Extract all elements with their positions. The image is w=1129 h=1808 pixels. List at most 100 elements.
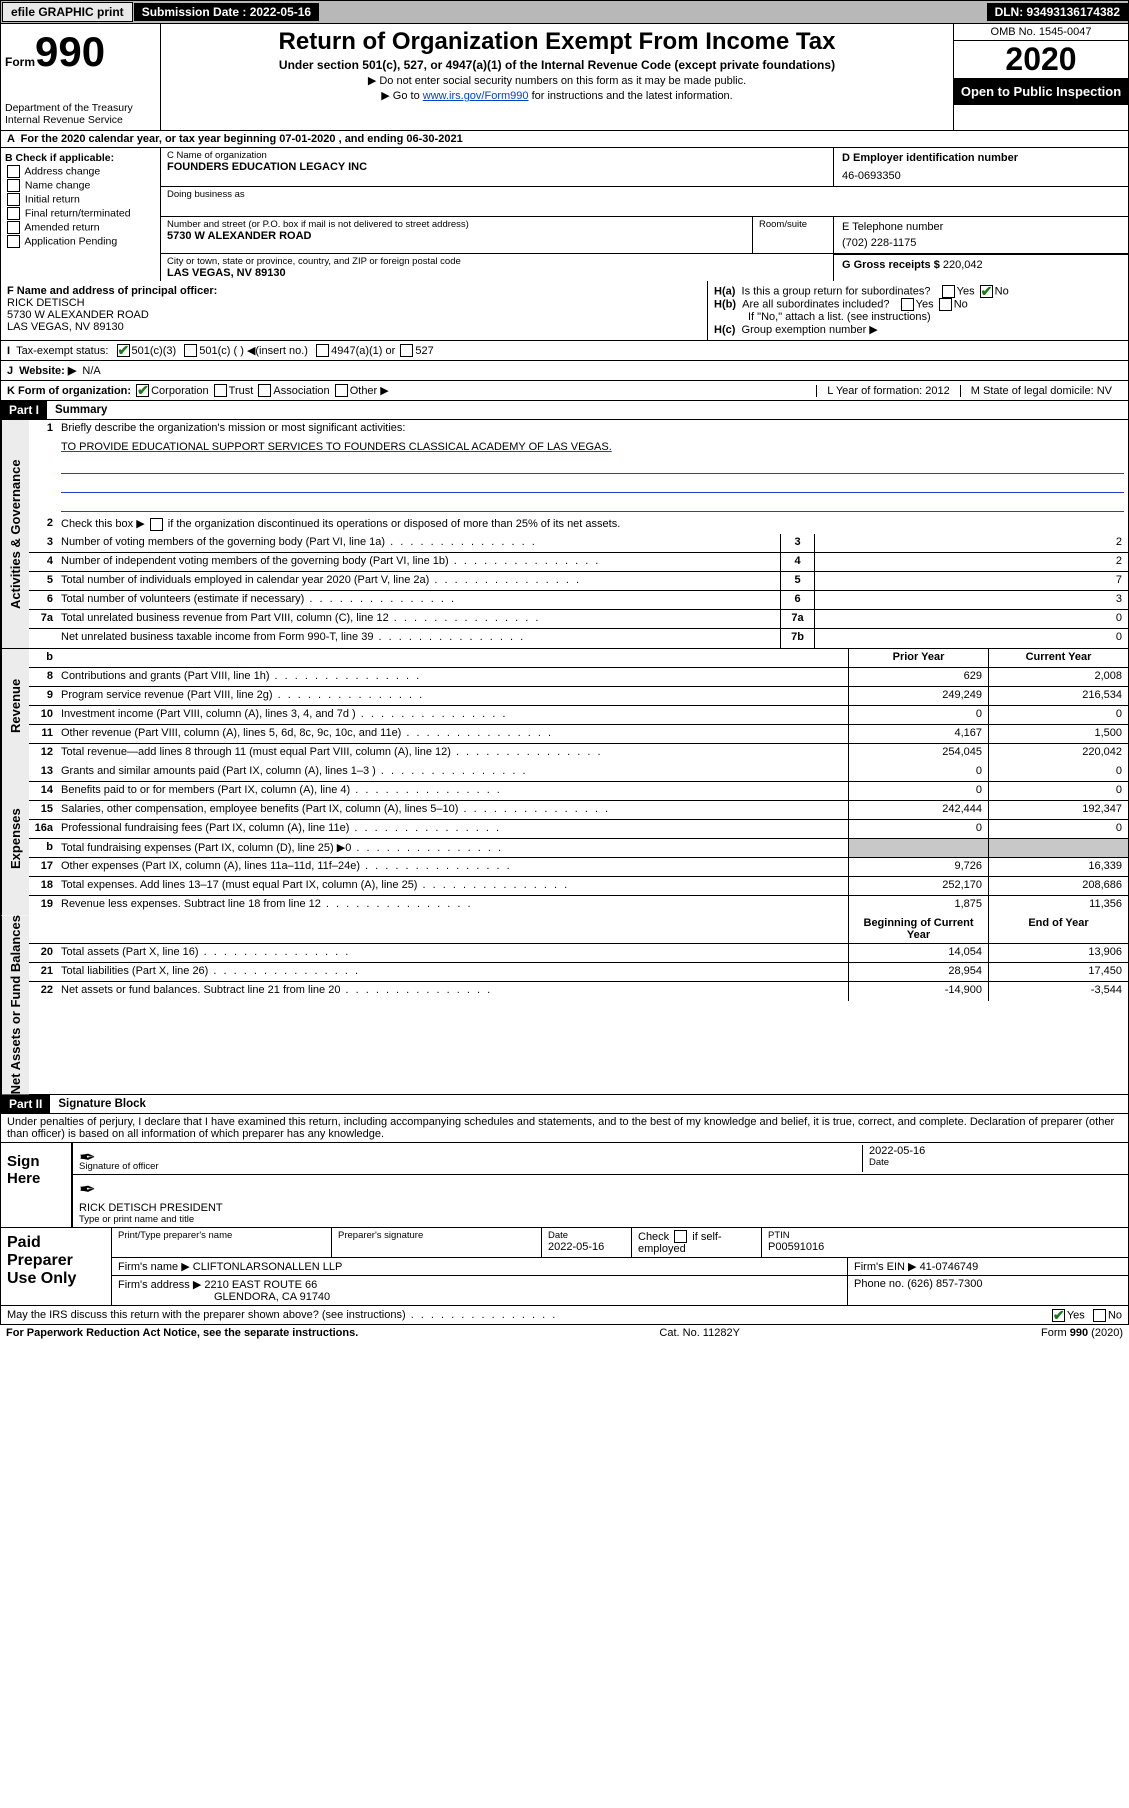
ein-value: 46-0693350 bbox=[842, 170, 1120, 182]
prep-date-label: Date bbox=[548, 1230, 625, 1241]
officer-name: RICK DETISCH bbox=[7, 297, 701, 309]
firm-addr-val2: GLENDORA, CA 91740 bbox=[118, 1291, 330, 1303]
cb-trust[interactable] bbox=[214, 384, 227, 397]
section-bcdeg: B Check if applicable: Address change Na… bbox=[0, 148, 1129, 281]
signature-block: Under penalties of perjury, I declare th… bbox=[0, 1114, 1129, 1325]
phone-label: E Telephone number bbox=[842, 221, 1120, 233]
ein-label: D Employer identification number bbox=[842, 152, 1120, 164]
side-expenses: Expenses bbox=[1, 763, 29, 915]
public-inspection: Open to Public Inspection bbox=[954, 78, 1128, 105]
cb-hb-yes[interactable] bbox=[901, 298, 914, 311]
state-domicile: M State of legal domicile: NV bbox=[960, 385, 1122, 397]
footer-right: Form 990 (2020) bbox=[1041, 1327, 1123, 1339]
sig-date-label: Date bbox=[869, 1157, 1122, 1168]
dba-label: Doing business as bbox=[167, 189, 827, 200]
cb-hb-no[interactable] bbox=[939, 298, 952, 311]
prep-name-label: Print/Type preparer's name bbox=[118, 1230, 325, 1241]
sign-here-label: Sign Here bbox=[1, 1143, 71, 1227]
efile-print-button[interactable]: efile GRAPHIC print bbox=[2, 2, 133, 22]
hc-label: Group exemption number ▶ bbox=[742, 324, 878, 336]
firm-addr-val: 2210 EAST ROUTE 66 bbox=[204, 1279, 317, 1291]
cb-discontinued[interactable] bbox=[150, 518, 163, 531]
dept-treasury: Department of the Treasury Internal Reve… bbox=[5, 102, 156, 126]
irs-discuss-row: May the IRS discuss this return with the… bbox=[1, 1305, 1128, 1324]
mission-label: Briefly describe the organization's miss… bbox=[57, 420, 1128, 439]
side-revenue: Revenue bbox=[1, 649, 29, 763]
tax-year: 2020 bbox=[954, 41, 1128, 78]
cb-final-return[interactable] bbox=[7, 207, 20, 220]
cb-501c3[interactable] bbox=[117, 344, 130, 357]
form-title: Return of Organization Exempt From Incom… bbox=[165, 28, 949, 56]
preparer-section: Paid Preparer Use Only Print/Type prepar… bbox=[1, 1227, 1128, 1305]
ptin-label: PTIN bbox=[768, 1230, 1122, 1241]
footer-left: For Paperwork Reduction Act Notice, see … bbox=[6, 1327, 358, 1339]
hdr-beginning: Beginning of Current Year bbox=[848, 915, 988, 943]
firm-phone-val: (626) 857-7300 bbox=[907, 1278, 982, 1290]
sig-officer-label: Signature of officer bbox=[79, 1161, 862, 1172]
cb-initial-return[interactable] bbox=[7, 193, 20, 206]
side-net: Net Assets or Fund Balances bbox=[1, 915, 29, 1094]
form-header: Form990 Department of the Treasury Inter… bbox=[0, 24, 1129, 131]
cb-501c[interactable] bbox=[184, 344, 197, 357]
cb-527[interactable] bbox=[400, 344, 413, 357]
activities-section: Activities & Governance 1Briefly describ… bbox=[0, 420, 1129, 648]
firm-name-val: CLIFTONLARSONALLEN LLP bbox=[193, 1261, 343, 1273]
cb-selfemp[interactable] bbox=[674, 1230, 687, 1243]
cb-corp[interactable] bbox=[136, 384, 149, 397]
penalty-text: Under penalties of perjury, I declare th… bbox=[1, 1114, 1128, 1143]
cb-ha-yes[interactable] bbox=[942, 285, 955, 298]
firm-ein-val: 41-0746749 bbox=[920, 1261, 979, 1273]
footer-mid: Cat. No. 11282Y bbox=[659, 1327, 740, 1339]
cb-other[interactable] bbox=[335, 384, 348, 397]
gross-receipts-label: G Gross receipts $ bbox=[842, 259, 943, 271]
dln-label: DLN: 93493136174382 bbox=[987, 3, 1128, 21]
row-klm: K Form of organization: Corporation Trus… bbox=[0, 381, 1129, 401]
sig-date-val: 2022-05-16 bbox=[869, 1145, 1122, 1157]
revenue-section: Revenue bPrior YearCurrent Year 8Contrib… bbox=[0, 648, 1129, 763]
type-name-label: Type or print name and title bbox=[79, 1214, 1122, 1225]
cb-4947[interactable] bbox=[316, 344, 329, 357]
cb-assoc[interactable] bbox=[258, 384, 271, 397]
omb-number: OMB No. 1545-0047 bbox=[954, 24, 1128, 41]
part-1-header: Part I Summary bbox=[0, 401, 1129, 420]
part-2-header: Part II Signature Block bbox=[0, 1095, 1129, 1114]
top-bar: efile GRAPHIC print Submission Date : 20… bbox=[0, 0, 1129, 24]
cb-ha-no[interactable] bbox=[980, 285, 993, 298]
prep-sig-label: Preparer's signature bbox=[338, 1230, 535, 1241]
officer-addr2: LAS VEGAS, NV 89130 bbox=[7, 321, 701, 333]
room-label: Room/suite bbox=[759, 219, 827, 230]
cb-discuss-yes[interactable] bbox=[1052, 1309, 1065, 1322]
form-number: Form990 bbox=[5, 28, 156, 76]
ptin-val: P00591016 bbox=[768, 1241, 1122, 1253]
expenses-section: Expenses 13Grants and similar amounts pa… bbox=[0, 763, 1129, 915]
hb-note: If "No," attach a list. (see instruction… bbox=[714, 311, 1122, 323]
row-j: JWebsite: ▶ N/A bbox=[0, 361, 1129, 381]
hdr-end: End of Year bbox=[988, 915, 1128, 943]
irs-link[interactable]: www.irs.gov/Form990 bbox=[423, 90, 529, 102]
officer-addr1: 5730 W ALEXANDER ROAD bbox=[7, 309, 701, 321]
year-formation: L Year of formation: 2012 bbox=[816, 385, 960, 397]
prep-date-val: 2022-05-16 bbox=[548, 1241, 625, 1253]
addr-value: 5730 W ALEXANDER ROAD bbox=[167, 230, 746, 242]
cb-discuss-no[interactable] bbox=[1093, 1309, 1106, 1322]
submission-date-label: Submission Date : 2022-05-16 bbox=[134, 3, 319, 21]
prep-selfemp: Check if self-employed bbox=[638, 1231, 722, 1256]
sig-name-title: RICK DETISCH PRESIDENT bbox=[79, 1202, 1122, 1214]
mission-text: TO PROVIDE EDUCATIONAL SUPPORT SERVICES … bbox=[61, 441, 612, 453]
line-2: Check this box ▶ if the organization dis… bbox=[57, 515, 1128, 534]
hb-label: Are all subordinates included? bbox=[742, 298, 889, 310]
hdr-prior: Prior Year bbox=[848, 649, 988, 667]
instruction-line-1: ▶ Do not enter social security numbers o… bbox=[165, 74, 949, 87]
paid-preparer-label: Paid Preparer Use Only bbox=[1, 1228, 111, 1305]
cb-name-change[interactable] bbox=[7, 179, 20, 192]
cb-address-change[interactable] bbox=[7, 165, 20, 178]
page-footer: For Paperwork Reduction Act Notice, see … bbox=[0, 1325, 1129, 1341]
cb-pending[interactable] bbox=[7, 235, 20, 248]
firm-phone-label: Phone no. bbox=[854, 1278, 904, 1290]
addr-label: Number and street (or P.O. box if mail i… bbox=[167, 219, 746, 230]
cb-amended[interactable] bbox=[7, 221, 20, 234]
netassets-section: Net Assets or Fund Balances Beginning of… bbox=[0, 915, 1129, 1095]
firm-ein-label: Firm's EIN ▶ bbox=[854, 1261, 917, 1273]
city-label: City or town, state or province, country… bbox=[167, 256, 827, 267]
side-activities: Activities & Governance bbox=[1, 420, 29, 648]
